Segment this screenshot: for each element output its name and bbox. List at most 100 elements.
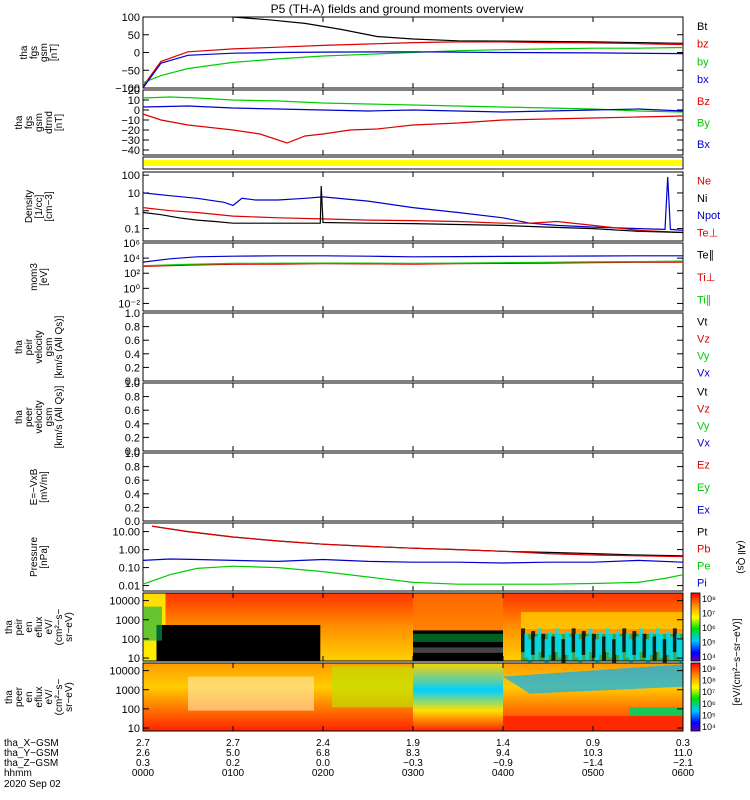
y-axis-label: peer <box>14 686 25 707</box>
y-tick-label: −20 <box>121 125 140 137</box>
y-axis-label: gsm <box>44 338 55 357</box>
y-axis-label: Density <box>24 190 35 223</box>
panel-quality_bar <box>142 156 684 170</box>
panel-temperature: 10⁶ 10⁴ 10² 10⁰ 10⁻² mom3 [eV] Te∥ Ti⊥ Ti∥ <box>29 238 715 312</box>
legend-Vt: Vt <box>697 387 707 399</box>
legend-Pb: Pb <box>697 544 710 556</box>
ephemeris-value: −0.9 <box>493 758 513 769</box>
series-Bt <box>232 16 684 44</box>
colorbar-tick: 10⁵ <box>702 638 716 648</box>
pressure-side-label: (All Qs) <box>735 540 746 573</box>
legend-Vt: Vt <box>697 317 707 329</box>
chart-title: P5 (TH-A) fields and ground moments over… <box>271 2 524 16</box>
y-axis-label: [cm−3] <box>44 191 55 222</box>
y-tick-label: 50 <box>128 30 140 42</box>
legend-bx: bx <box>697 74 709 86</box>
quality-flag-bar <box>144 160 682 166</box>
y-tick-label: 0.6 <box>125 475 140 487</box>
ephemeris-value: 0.2 <box>226 758 240 769</box>
ephemeris-row-label: tha_X−GSM <box>4 738 59 749</box>
y-tick-label: 100 <box>122 634 140 646</box>
ephemeris-value: 0300 <box>402 768 425 779</box>
y-axis-label: fgs <box>24 116 35 129</box>
ephemeris-value: 0000 <box>132 768 155 779</box>
ephemeris-value: 2.6 <box>136 748 150 759</box>
ephemeris-value: 0.3 <box>136 758 150 769</box>
spectrogram-peir_spectrogram <box>143 593 684 664</box>
panel-density: 100 10 1 0.1 Density [1/cc] [cm−3] Ne Ni Npot Te⊥ <box>24 170 720 242</box>
ephemeris-row-label: 2020 Sep 02 <box>4 779 61 790</box>
colorbar-tick: 10⁶ <box>702 623 716 633</box>
y-axis-label: E=−VxB <box>29 468 40 505</box>
y-tick-label: 10⁻² <box>118 298 140 310</box>
ephemeris-value: −0.3 <box>403 758 423 769</box>
ephemeris-value: −2.1 <box>673 758 693 769</box>
panel-peir_velocity: 1.0 0.80.6 0.40.2 0.0 tha peir velocity gsm [km/… <box>14 308 710 388</box>
colorbar-tick: 10⁸ <box>702 594 716 604</box>
y-axis-label: en <box>24 621 35 632</box>
series-Bx <box>142 105 684 113</box>
y-axis-label: peir <box>14 618 25 635</box>
colorbar-tick: 10⁴ <box>702 722 716 732</box>
legend-Vx: Vx <box>697 368 710 380</box>
panel-peer_velocity: 1.0 0.80.6 0.40.2 0.0 tha peer velocity gsm [km/… <box>14 378 710 458</box>
y-tick-label: 20 <box>128 85 140 97</box>
legend-Ey: Ey <box>697 482 710 494</box>
legend-Vy: Vy <box>697 351 710 363</box>
y-axis-label: [km/s (All Qs)] <box>54 315 65 378</box>
y-axis-label: eV/ <box>44 689 55 704</box>
legend-by: by <box>697 56 709 68</box>
y-tick-label: 100 <box>122 170 140 182</box>
y-axis-label: sr−eV) <box>64 612 75 642</box>
panel-frame <box>142 242 684 312</box>
ephemeris-value: 2.7 <box>226 738 240 749</box>
colorbar-0: 10⁸ 10⁷ 10⁶ 10⁵ 10⁴ <box>690 592 716 662</box>
y-tick-label: 0.6 <box>125 405 140 417</box>
legend-Pi: Pi <box>697 578 707 590</box>
legend-Vz: Vz <box>697 404 710 416</box>
panel-frame <box>142 171 684 242</box>
series-Ti∥ <box>142 260 684 267</box>
series-Pe <box>142 565 684 585</box>
y-tick-label: 10⁶ <box>123 238 140 250</box>
y-tick-label: 0.01 <box>119 581 140 593</box>
y-axis-label: gsm <box>34 113 45 132</box>
y-axis-label: velocity <box>34 330 45 363</box>
y-axis-label: [mV/m] <box>39 471 50 503</box>
y-tick-label: 0.0 <box>125 516 140 528</box>
legend-bz: bz <box>697 39 709 51</box>
y-axis-label: eflux <box>34 686 45 707</box>
panel-peer_spectrogram: 10000 1000 100 10 tha peer en eflux eV/(cm²−s− sr… <box>4 662 684 735</box>
legend-Ni: Ni <box>697 193 707 205</box>
ephemeris-value: 1.4 <box>496 738 510 749</box>
series-by <box>142 46 684 84</box>
series-Te∥ <box>142 255 683 263</box>
y-tick-label: 0.8 <box>125 462 140 474</box>
panel-frame <box>142 312 684 382</box>
legend-Ti⊥: Ti⊥ <box>697 272 715 284</box>
legend-Bt: Bt <box>697 21 707 33</box>
y-tick-label: 1000 <box>116 685 140 697</box>
y-axis-label: Pressure <box>29 537 40 577</box>
y-tick-label: 0.0 <box>125 446 140 458</box>
legend-By: By <box>697 118 710 130</box>
legend-Bz: Bz <box>697 96 710 108</box>
series-bz <box>142 41 684 87</box>
y-axis-label: dtrnd <box>44 111 55 134</box>
y-tick-label: 0.2 <box>125 502 140 514</box>
y-tick-label: −30 <box>121 135 140 147</box>
y-tick-label: 1.00 <box>119 545 140 557</box>
series-Pb <box>151 525 684 558</box>
y-axis-label: [nPa] <box>39 545 50 569</box>
ephemeris-value: 0100 <box>222 768 245 779</box>
ephemeris-value: 0.9 <box>586 738 600 749</box>
y-tick-label: 0.8 <box>125 392 140 404</box>
legend-Ti∥: Ti∥ <box>697 295 711 307</box>
ephemeris-value: 2.4 <box>316 738 330 749</box>
ephemeris-value: 8.3 <box>406 748 420 759</box>
legend-Pe: Pe <box>697 561 710 573</box>
ephemeris-value: 0600 <box>672 768 695 779</box>
